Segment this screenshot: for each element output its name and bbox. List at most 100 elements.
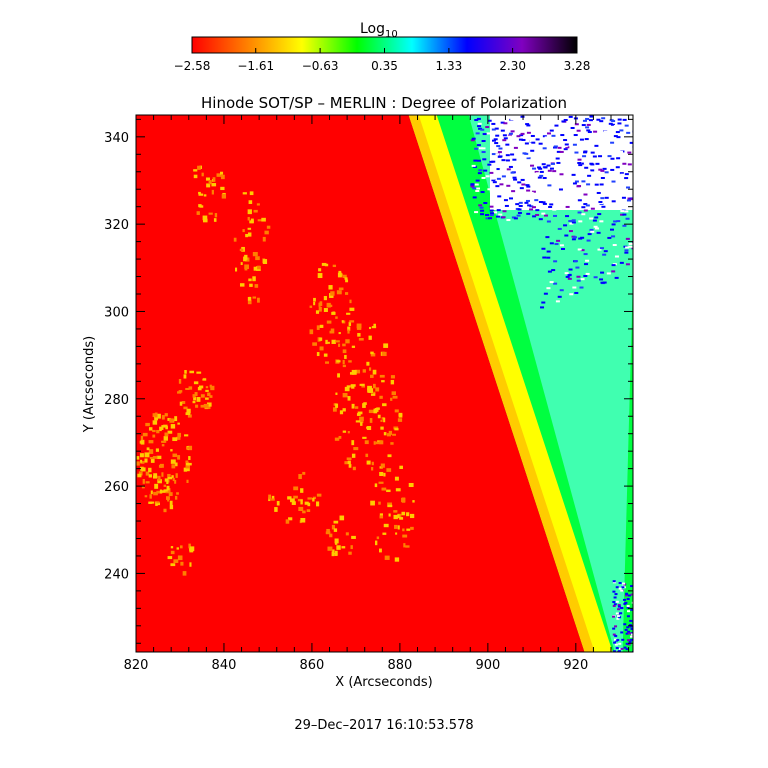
speckle: [346, 385, 351, 388]
speckle: [202, 218, 208, 223]
noise-pixel: [596, 191, 601, 194]
noise-pixel: [583, 253, 588, 256]
noise-pixel: [580, 197, 585, 200]
noise-pixel: [618, 581, 622, 584]
speckle: [155, 448, 159, 452]
speckle: [186, 408, 191, 414]
noise-pixel: [613, 603, 617, 606]
noise-pixel: [618, 587, 622, 590]
noise-pixel: [541, 301, 546, 304]
y-tick-label: 280: [104, 393, 129, 408]
noise-pixel: [506, 168, 511, 171]
speckle: [406, 512, 410, 517]
speckle: [274, 507, 278, 512]
noise-pixel: [504, 170, 509, 173]
noise-pixel: [511, 175, 516, 178]
speckle: [188, 386, 193, 390]
speckle: [401, 497, 406, 503]
noise-pixel: [513, 217, 518, 220]
speckle: [401, 511, 406, 516]
speckle: [326, 528, 330, 532]
speckle: [300, 488, 304, 493]
speckle: [152, 456, 158, 459]
noise-pixel: [615, 166, 620, 169]
speckle: [351, 535, 356, 539]
speckle: [382, 403, 387, 407]
noise-pixel: [521, 138, 526, 141]
noise-pixel: [560, 134, 565, 137]
noise-pixel: [492, 181, 497, 184]
noise-pixel: [581, 206, 586, 209]
noise-pixel: [524, 142, 529, 145]
noise-pixel: [544, 136, 549, 139]
speckle: [257, 297, 260, 303]
colorbar-tick-label: 3.28: [564, 59, 591, 73]
speckle: [150, 490, 153, 495]
noise-pixel: [589, 217, 594, 220]
speckle: [390, 442, 394, 445]
noise-pixel: [476, 117, 481, 120]
speckle: [187, 447, 190, 450]
noise-pixel: [487, 188, 492, 191]
speckle: [177, 455, 181, 460]
noise-pixel: [611, 200, 616, 203]
speckle: [262, 259, 268, 264]
noise-pixel: [577, 211, 582, 214]
speckle: [352, 466, 356, 471]
noise-pixel: [521, 181, 526, 184]
noise-pixel: [618, 647, 622, 650]
noise-pixel: [547, 270, 552, 273]
speckle: [189, 546, 195, 552]
speckle: [348, 321, 352, 327]
noise-pixel: [483, 202, 488, 205]
noise-pixel: [630, 585, 633, 588]
noise-pixel: [555, 149, 560, 152]
speckle: [176, 436, 181, 440]
speckle: [159, 426, 162, 432]
noise-pixel: [539, 170, 544, 173]
noise-pixel: [608, 122, 613, 125]
speckle: [342, 349, 347, 354]
noise-pixel: [625, 642, 629, 645]
noise-pixel: [626, 605, 630, 608]
noise-pixel: [502, 210, 507, 213]
noise-pixel: [568, 230, 573, 233]
speckle: [397, 514, 400, 519]
speckle: [362, 369, 366, 373]
speckle: [300, 499, 303, 505]
speckle: [214, 213, 218, 218]
speckle: [152, 434, 156, 438]
speckle: [161, 444, 165, 447]
x-tick-label: 840: [212, 658, 237, 673]
speckle: [198, 385, 204, 389]
y-tick-label: 240: [104, 567, 129, 582]
speckle: [307, 497, 312, 500]
noise-pixel: [474, 183, 479, 186]
noise-pixel: [603, 130, 608, 133]
speckle: [291, 501, 296, 505]
noise-pixel: [614, 643, 618, 646]
noise-pixel: [543, 292, 548, 295]
speckle: [380, 463, 385, 468]
speckle: [375, 441, 381, 445]
noise-pixel: [580, 236, 585, 239]
noise-pixel: [584, 263, 589, 266]
speckle: [176, 492, 179, 495]
noise-pixel: [499, 183, 504, 186]
noise-pixel: [630, 198, 633, 201]
noise-pixel: [581, 162, 586, 165]
noise-pixel: [585, 126, 590, 129]
noise-pixel: [629, 141, 633, 144]
speckle: [161, 415, 165, 420]
noise-pixel: [604, 171, 609, 174]
noise-pixel: [613, 220, 618, 223]
noise-pixel: [625, 217, 630, 220]
noise-pixel: [557, 146, 562, 149]
noise-pixel: [542, 256, 547, 259]
timestamp: 29–Dec–2017 16:10:53.578: [294, 718, 473, 733]
y-axis: 240 260 280 300 320 340: [104, 118, 633, 644]
noise-pixel: [513, 146, 518, 149]
noise-pixel: [476, 144, 481, 147]
noise-pixel: [601, 117, 606, 120]
noise-pixel: [520, 178, 525, 181]
